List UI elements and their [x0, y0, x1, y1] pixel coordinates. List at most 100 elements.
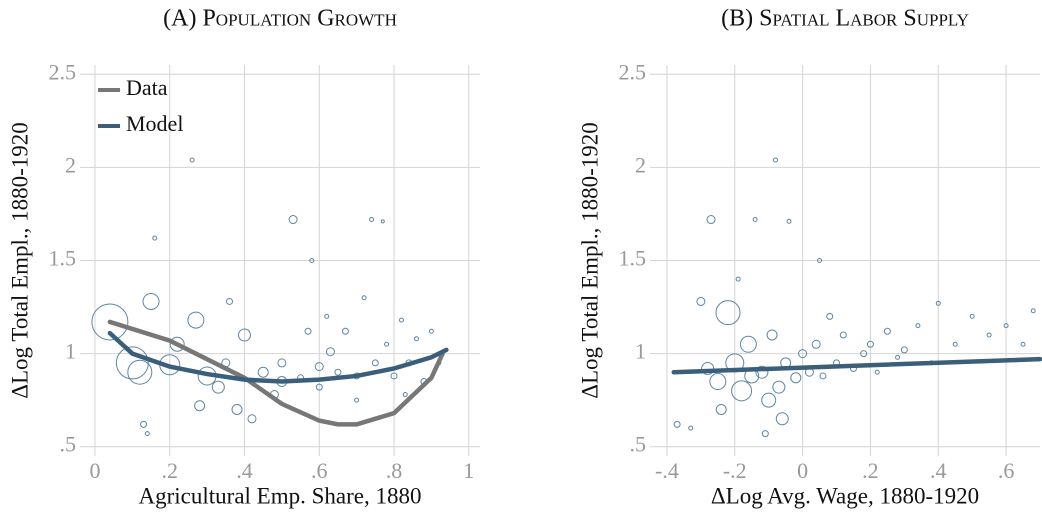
scatter-point: [194, 400, 206, 412]
y-tick-label: .5: [60, 432, 77, 457]
x-tick-label: .8: [386, 458, 403, 483]
legend-label: Model: [126, 111, 183, 136]
y-tick-label: 2.5: [619, 59, 647, 84]
scatter-point: [380, 219, 385, 224]
scatter-point: [696, 296, 706, 306]
panel-title: (B) Spatial Labor Supply: [721, 6, 969, 32]
scatter-point: [428, 328, 434, 334]
x-tick-label: 0: [797, 458, 808, 483]
scatter-point: [883, 327, 891, 335]
scatter-point: [874, 369, 880, 375]
x-tick-label: .6: [311, 458, 328, 483]
y-tick-label: 1: [635, 339, 646, 364]
scatter-point: [900, 346, 908, 354]
scatter-point: [341, 327, 349, 335]
panel-title: (A) Population Growth: [163, 6, 397, 32]
y-tick-label: 1.5: [619, 246, 647, 271]
scatter-point: [398, 317, 404, 323]
scatter-point: [866, 340, 874, 348]
x-tick-label: 1: [463, 458, 474, 483]
scatter-point: [766, 329, 778, 341]
scatter-point: [1020, 341, 1026, 347]
scatter-point: [115, 346, 149, 380]
scatter-point: [839, 331, 847, 339]
y-tick-label: 2: [635, 152, 646, 177]
y-tick-label: 1.5: [49, 246, 77, 271]
x-axis-label: ΔLog Avg. Wage, 1880-1920: [711, 483, 979, 508]
scatter-point: [986, 332, 992, 338]
scatter-point: [304, 327, 312, 335]
scatter-point: [915, 323, 921, 329]
x-tick-label: .6: [998, 458, 1015, 483]
y-tick-label: .5: [630, 432, 647, 457]
scatter-point: [247, 414, 257, 424]
scatter-point: [288, 215, 298, 225]
scatter-point: [952, 341, 958, 347]
scatter-point: [786, 218, 792, 224]
scatter-point: [1003, 323, 1009, 329]
scatter-point: [142, 292, 160, 310]
scatter-point: [226, 297, 234, 305]
scatter-point: [277, 358, 287, 368]
y-tick-label: 2.5: [49, 59, 77, 84]
scatter-point: [935, 300, 941, 306]
y-axis-label: ΔLog Total Empl., 1880-1920: [7, 122, 32, 399]
scatter-point: [752, 217, 758, 223]
scatter-point: [315, 383, 323, 391]
scatter-point: [369, 217, 375, 223]
scatter-point: [169, 336, 185, 352]
x-axis-label: Agricultural Emp. Share, 1880: [139, 483, 422, 508]
x-tick-label: 0: [89, 458, 100, 483]
scatter-point: [334, 368, 342, 376]
scatter-point: [257, 366, 269, 378]
scatter-point: [715, 300, 741, 326]
scatter-point: [211, 380, 225, 394]
scatter-point: [811, 339, 821, 349]
scatter-point: [761, 430, 769, 438]
scatter-point: [775, 412, 789, 426]
x-tick-label: -.4: [655, 458, 679, 483]
scatter-point: [826, 312, 834, 320]
scatter-point: [755, 365, 769, 379]
scatter-point: [1030, 308, 1036, 314]
scatter-point: [790, 372, 802, 384]
scatter-point: [735, 276, 741, 282]
scatter-point: [140, 420, 148, 428]
scatter-point: [817, 258, 823, 263]
scatter-point: [189, 157, 195, 163]
scatter-point: [772, 157, 778, 163]
scatter-point: [152, 235, 158, 241]
scatter-point: [309, 258, 315, 263]
scatter-point: [895, 354, 901, 360]
scatter-point: [144, 431, 150, 437]
scatter-point: [673, 420, 681, 428]
scatter-point: [772, 380, 786, 394]
y-axis-label: ΔLog Total Empl., 1880-1920: [577, 122, 602, 399]
scatter-point: [709, 373, 727, 391]
scatter-point: [715, 403, 727, 415]
legend-label: Data: [126, 75, 168, 100]
x-tick-label: .4: [930, 458, 947, 483]
fit-line: [671, 356, 1042, 375]
scatter-point: [706, 215, 716, 225]
scatter-point: [187, 311, 205, 329]
x-tick-label: .2: [862, 458, 879, 483]
scatter-point: [860, 350, 868, 358]
fit-line: [107, 319, 445, 427]
scatter-point: [761, 392, 777, 408]
y-tick-label: 1: [65, 339, 76, 364]
scatter-point: [325, 347, 335, 357]
scatter-point: [127, 359, 153, 385]
scatter-point: [798, 349, 808, 359]
x-tick-label: -.2: [723, 458, 747, 483]
scatter-point: [371, 359, 379, 367]
scatter-point: [688, 425, 694, 431]
scatter-point: [91, 303, 129, 341]
scatter-point: [819, 372, 827, 380]
y-tick-label: 2: [65, 152, 76, 177]
scatter-point: [354, 397, 360, 403]
scatter-point: [731, 380, 753, 402]
scatter-point: [390, 372, 398, 380]
scatter-point: [969, 313, 975, 319]
